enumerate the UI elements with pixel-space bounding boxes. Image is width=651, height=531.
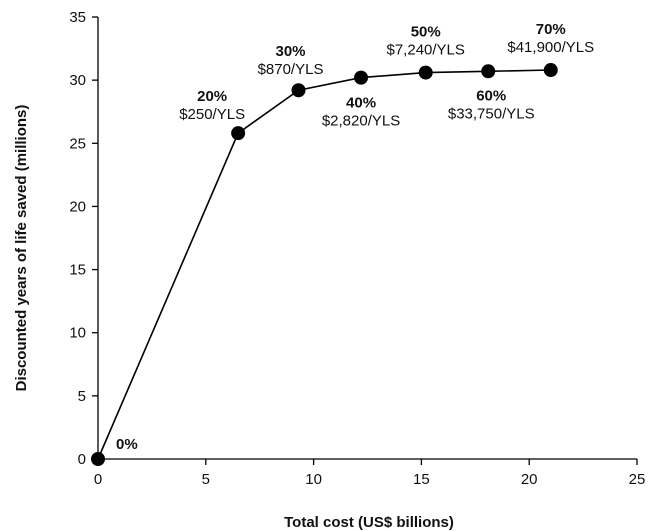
data-point [418,65,433,80]
data-point [91,452,105,466]
data-point [231,126,246,141]
y-axis-title: Discounted years of life saved (millions… [13,105,30,392]
x-tick-label: 0 [94,471,102,488]
x-axis-title: Total cost (US$ billions) [284,514,454,531]
y-tick-label: 5 [78,388,86,405]
y-tick-label: 20 [69,198,86,215]
x-tick-label: 15 [413,471,430,488]
annotation-cost: $7,240/YLS [387,42,465,59]
annotation-percent: 20% [197,88,227,105]
y-tick-label: 25 [69,135,86,152]
y-tick-label: 15 [69,262,86,279]
annotation-percent: 0% [116,436,138,453]
annotation-cost: $33,750/YLS [448,105,535,122]
annotation-percent: 70% [536,21,566,38]
y-tick-label: 10 [69,325,86,342]
annotation-cost: $2,820/YLS [322,113,400,130]
axes: 0 5 10 15 20 25 0 5 10 15 20 25 30 35 [69,9,645,488]
annotation-cost: $41,900/YLS [507,39,594,56]
annotation-cost: $870/YLS [258,61,324,78]
annotations: 0% 20%$250/YLS 30%$870/YLS 40%$2,820/YLS 50%… [116,21,594,453]
data-point [291,83,306,98]
series [91,63,558,466]
x-tick-label: 5 [202,471,210,488]
y-tick-label: 0 [78,451,86,468]
y-tick-label: 30 [69,72,86,89]
annotation-percent: 30% [275,43,305,60]
annotation-percent: 40% [346,95,376,112]
x-tick-label: 10 [305,471,322,488]
data-point [481,64,496,79]
x-tick-label: 25 [629,471,646,488]
annotation-percent: 60% [476,87,506,104]
data-point [354,70,369,85]
annotation-cost: $250/YLS [179,106,245,123]
y-tick-label: 35 [69,9,86,26]
data-point [543,63,558,78]
x-tick-label: 20 [521,471,538,488]
annotation-percent: 50% [411,24,441,41]
